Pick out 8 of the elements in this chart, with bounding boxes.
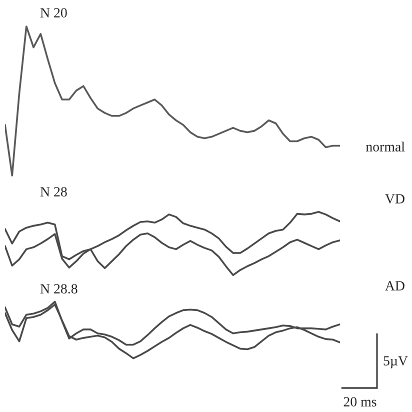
text: VD (385, 194, 404, 204)
chart-title: N 28 (40, 187, 67, 196)
text: 5µV (384, 356, 408, 368)
text: normal (366, 142, 405, 152)
chart-title: N 20 (40, 8, 67, 18)
chart-title: N 28.8 (40, 284, 78, 294)
text: 20 ms (344, 397, 376, 406)
text: AD (385, 281, 404, 290)
